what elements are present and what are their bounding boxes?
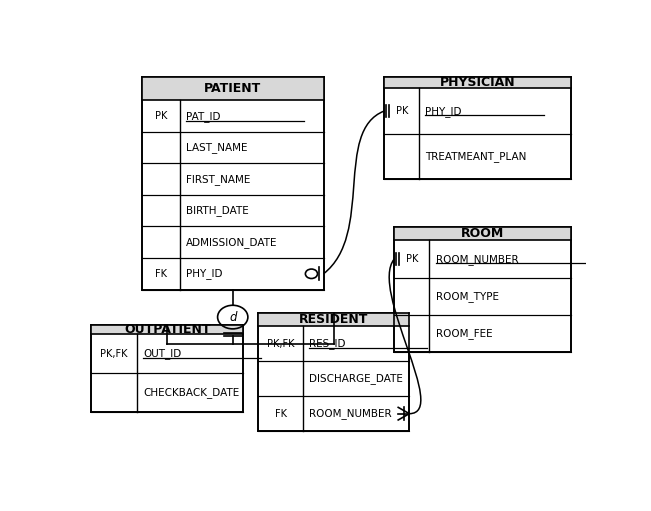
Text: RES_ID: RES_ID <box>309 338 346 349</box>
Bar <box>258 313 409 326</box>
Bar <box>91 325 243 411</box>
Text: ROOM_NUMBER: ROOM_NUMBER <box>436 253 518 265</box>
Text: CHECKBACK_DATE: CHECKBACK_DATE <box>143 387 239 398</box>
Bar <box>395 226 571 241</box>
Text: PAT_ID: PAT_ID <box>186 111 220 122</box>
Bar <box>258 313 409 431</box>
Text: FK: FK <box>275 409 286 419</box>
Text: ROOM_FEE: ROOM_FEE <box>436 329 492 339</box>
Bar <box>142 77 324 101</box>
Text: PK: PK <box>155 111 167 121</box>
Text: PK,FK: PK,FK <box>267 339 294 349</box>
Text: FK: FK <box>155 269 167 279</box>
Text: PHY_ID: PHY_ID <box>186 268 222 279</box>
Text: ADMISSION_DATE: ADMISSION_DATE <box>186 237 277 248</box>
Text: ROOM_NUMBER: ROOM_NUMBER <box>309 408 392 419</box>
Text: LAST_NAME: LAST_NAME <box>186 142 247 153</box>
Text: OUTPATIENT: OUTPATIENT <box>124 323 210 336</box>
Text: FIRST_NAME: FIRST_NAME <box>186 174 250 184</box>
Bar <box>142 77 324 290</box>
Bar <box>384 77 571 88</box>
Text: ROOM_TYPE: ROOM_TYPE <box>436 291 499 302</box>
Text: PK: PK <box>396 106 408 116</box>
Text: OUT_ID: OUT_ID <box>143 349 181 359</box>
Text: BIRTH_DATE: BIRTH_DATE <box>186 205 249 216</box>
Text: TREATMEANT_PLAN: TREATMEANT_PLAN <box>426 151 527 162</box>
Text: DISCHARGE_DATE: DISCHARGE_DATE <box>309 373 404 384</box>
Bar <box>91 325 243 335</box>
Text: ROOM: ROOM <box>461 227 504 240</box>
Text: d: d <box>229 311 236 323</box>
Text: PK,FK: PK,FK <box>100 349 128 359</box>
Text: PHY_ID: PHY_ID <box>426 106 462 117</box>
Text: RESIDENT: RESIDENT <box>299 313 368 326</box>
Text: PATIENT: PATIENT <box>204 82 261 95</box>
Text: PK: PK <box>406 254 418 264</box>
Bar <box>384 77 571 179</box>
Text: PHYSICIAN: PHYSICIAN <box>439 76 515 89</box>
Bar <box>395 226 571 353</box>
